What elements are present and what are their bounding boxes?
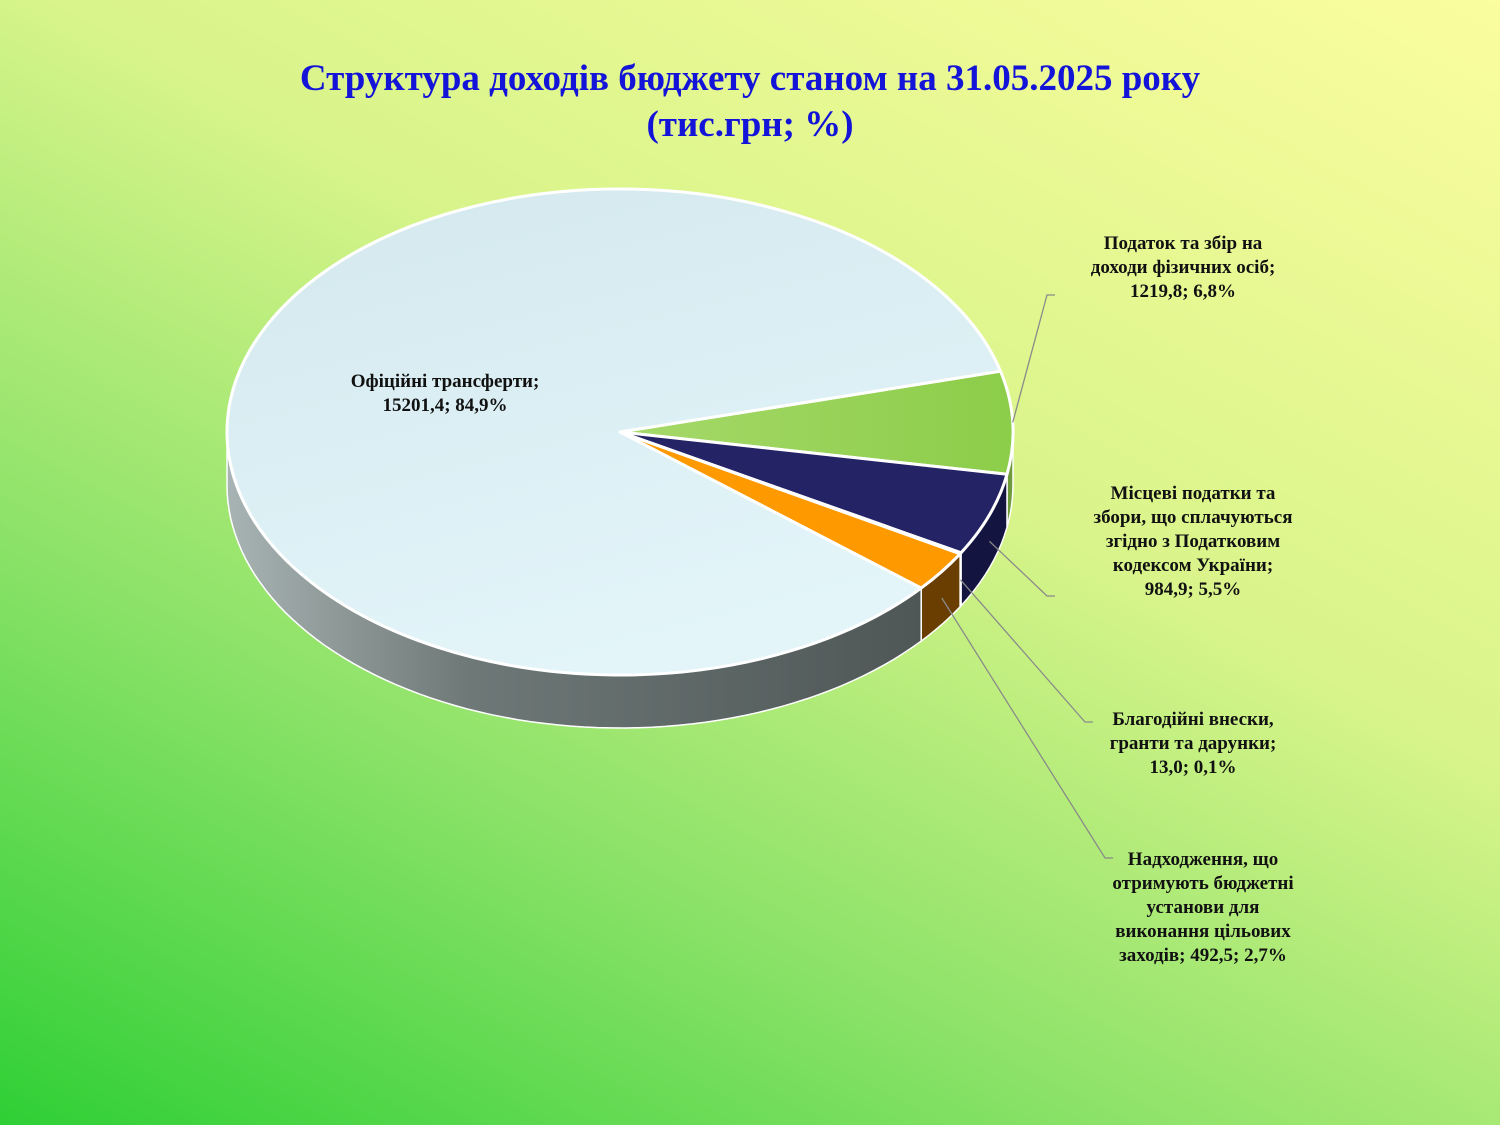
slice-label-line: 15201,4; 84,9% [382, 395, 508, 416]
slice-label-line: Благодійні внески, [1112, 709, 1274, 730]
slice-label-line: гранти та дарунки; [1109, 733, 1277, 754]
slice-label-official-transfers: Офіційні трансферти; 15201,4; 84,9% [300, 370, 590, 418]
slice-label-line: 13,0; 0,1% [1149, 757, 1237, 778]
slice-label-pdfo: Податок та збір на доходи фізичних осіб; 1… [1048, 232, 1318, 304]
chart-title: Структура доходів бюджету станом на 31.0… [0, 56, 1500, 148]
slice-label-line: 1219,8; 6,8% [1129, 281, 1237, 302]
slice-label-line: установи для [1146, 897, 1260, 918]
slice-label-line: згідно з Податковим [1105, 531, 1281, 552]
slice-label-line: виконання цільових [1115, 921, 1291, 942]
slice-label-line: Надходження, що [1127, 849, 1279, 870]
slice-label-line: Офіційні трансферти; [350, 371, 540, 392]
slice-label-line: заходів; 492,5; 2,7% [1119, 945, 1287, 966]
pie-slice-local-taxes [618, 430, 1009, 555]
leader-line-budget-institutions [941, 597, 1113, 859]
slice-label-line: кодексом України; [1112, 555, 1274, 576]
slice-label-line: збори, що сплачуються [1093, 507, 1293, 528]
slice-label-budget-institutions: Надходження, що отримують бюджетні установ… [1068, 848, 1338, 968]
chart-title-line-2: (тис.грн; %) [646, 104, 854, 145]
slice-label-charity: Благодійні внески, гранти та дарунки; 13,0… [1058, 708, 1328, 780]
pie-slice-official-transfers [225, 187, 1002, 677]
slice-label-line: доходи фізичних осіб; [1090, 257, 1276, 278]
leader-line-charity [960, 579, 1093, 723]
leader-line-local-taxes [989, 540, 1055, 597]
slice-label-line: отримують бюджетні [1112, 873, 1294, 894]
slice-label-local-taxes: Місцеві податки та збори, що сплачуються з… [1048, 482, 1338, 602]
leader-line-pdfo [1012, 294, 1055, 423]
slice-label-line: Місцеві податки та [1110, 483, 1276, 504]
slice-label-line: 984,9; 5,5% [1144, 579, 1242, 600]
slice-label-line: Податок та збір на [1103, 233, 1263, 254]
chart-title-line-1: Структура доходів бюджету станом на 31.0… [299, 58, 1201, 99]
pie-slice-pdfo [618, 369, 1015, 476]
